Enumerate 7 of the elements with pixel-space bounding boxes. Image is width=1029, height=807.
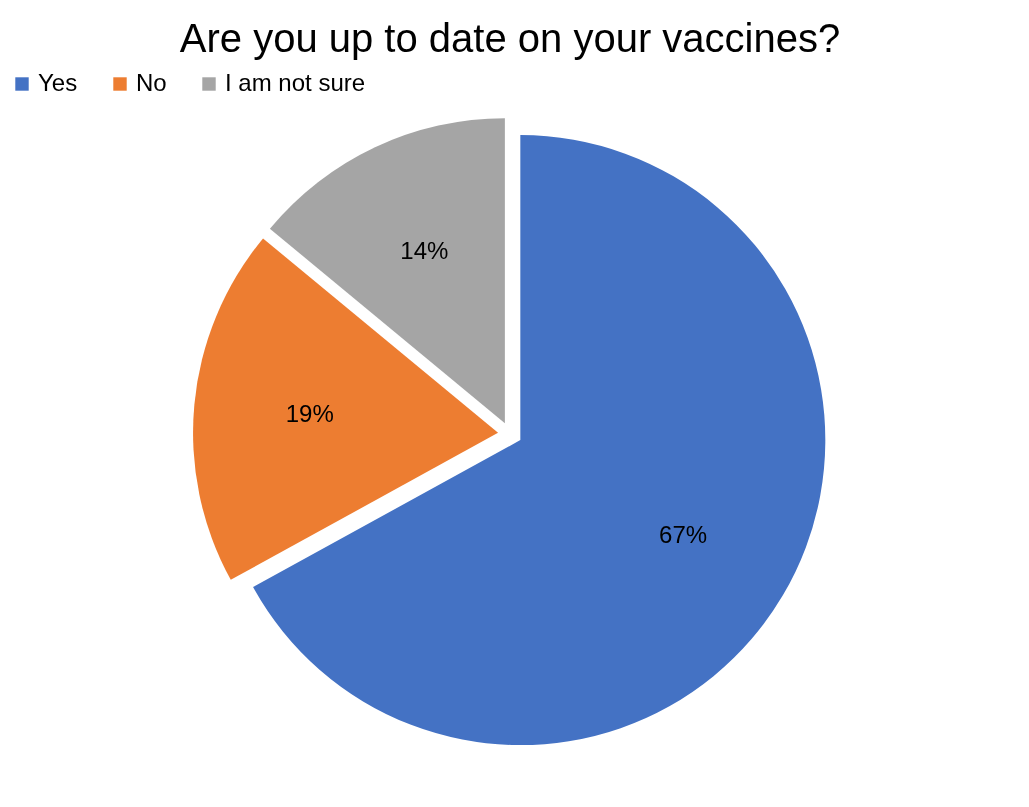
data-label: 67% xyxy=(659,521,708,549)
legend-label: Yes xyxy=(38,69,78,96)
legend-label: No xyxy=(136,69,167,96)
legend-label: I am not sure xyxy=(225,69,366,96)
data-label: 14% xyxy=(400,237,449,265)
chart-title: Are you up to date on your vaccines? xyxy=(179,16,841,60)
data-label: 19% xyxy=(285,400,334,428)
